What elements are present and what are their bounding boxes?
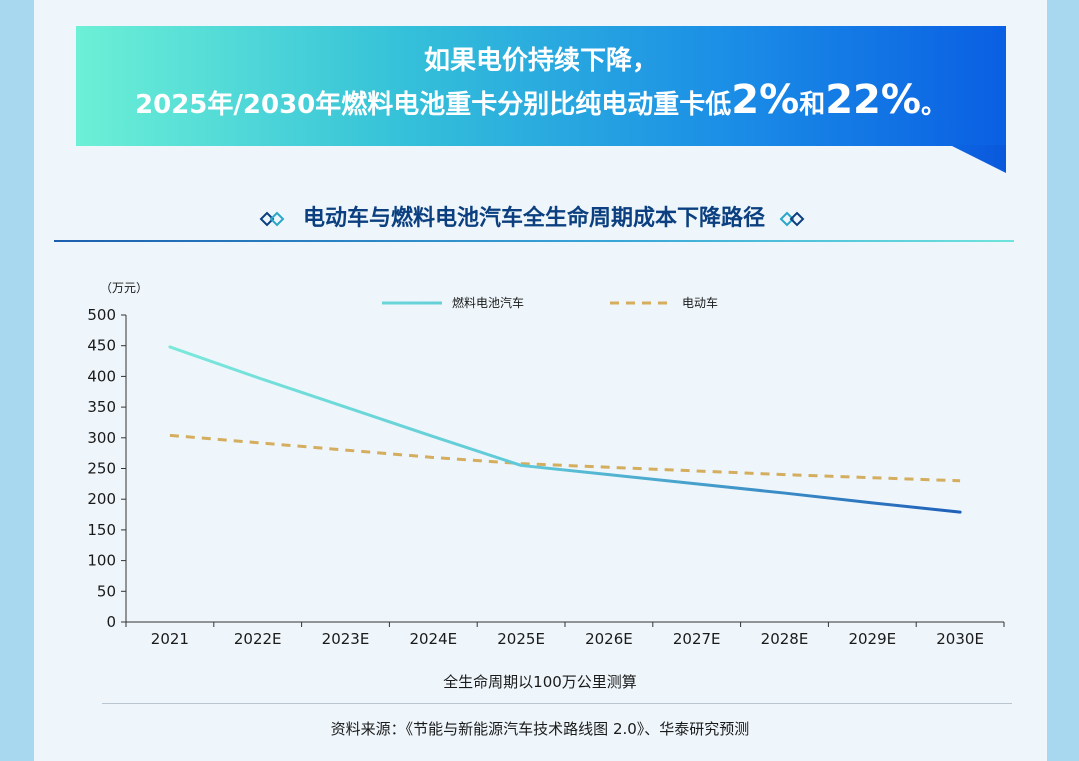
series-line-fuel-cell <box>168 345 962 514</box>
y-axis-unit-label: （万元） <box>100 281 148 295</box>
y-tick-label: 150 <box>87 521 116 539</box>
y-tick-label: 0 <box>106 613 116 631</box>
banner-value-2030: 22% <box>825 77 921 123</box>
y-tick-label: 450 <box>87 337 116 355</box>
banner-value-2025: 2% <box>731 77 800 123</box>
banner-and: 和 <box>799 90 826 120</box>
x-tick-label: 2023E <box>322 630 370 648</box>
legend-label-ev: 电动车 <box>682 295 718 310</box>
x-tick-label: 2022E <box>234 630 282 648</box>
x-tick-label: 2028E <box>761 630 809 648</box>
y-tick-label: 100 <box>87 552 116 570</box>
x-tick-label: 2024E <box>409 630 457 648</box>
headline-banner <box>76 26 1006 146</box>
diamond-chain-icon <box>259 211 285 227</box>
banner-line-2: 2025年/2030年燃料电池重卡分别比纯电动重卡低2%和22%。 <box>76 80 1006 121</box>
x-tick-label: 2027E <box>673 630 721 648</box>
y-tick-label: 200 <box>87 490 116 508</box>
y-tick-label: 50 <box>97 582 116 600</box>
y-tick-label: 500 <box>87 306 116 324</box>
series-line-ev <box>169 433 961 483</box>
y-tick-label: 300 <box>87 429 116 447</box>
chart-title: 电动车与燃料电池汽车全生命周期成本下降路径 <box>302 206 765 231</box>
diamond-chain-icon <box>779 211 805 227</box>
title-underline <box>54 240 1014 242</box>
source-note: 资料来源：《节能与新能源汽车技术路线图 2.0》、华泰研究预测 <box>330 720 750 738</box>
x-axis-caption: 全生命周期以100万公里测算 <box>443 673 637 691</box>
banner-line-1: 如果电价持续下降， <box>423 46 658 76</box>
x-tick-label: 2026E <box>585 630 633 648</box>
banner-suffix: 。 <box>920 90 947 120</box>
legend-label-fuel-cell: 燃料电池汽车 <box>452 295 524 310</box>
x-tick-label: 2021 <box>151 630 189 648</box>
y-tick-label: 250 <box>87 460 116 478</box>
chart-title-row: 电动车与燃料电池汽车全生命周期成本下降路径 <box>54 200 1014 234</box>
y-tick-label: 350 <box>87 398 116 416</box>
x-tick-label: 2030E <box>936 630 984 648</box>
banner-line-2-prefix: 2025年/2030年燃料电池重卡分别比纯电动重卡低 <box>135 90 732 120</box>
y-tick-label: 400 <box>87 367 116 385</box>
x-tick-label: 2025E <box>497 630 545 648</box>
footer-divider <box>102 703 1012 704</box>
x-tick-label: 2029E <box>848 630 896 648</box>
